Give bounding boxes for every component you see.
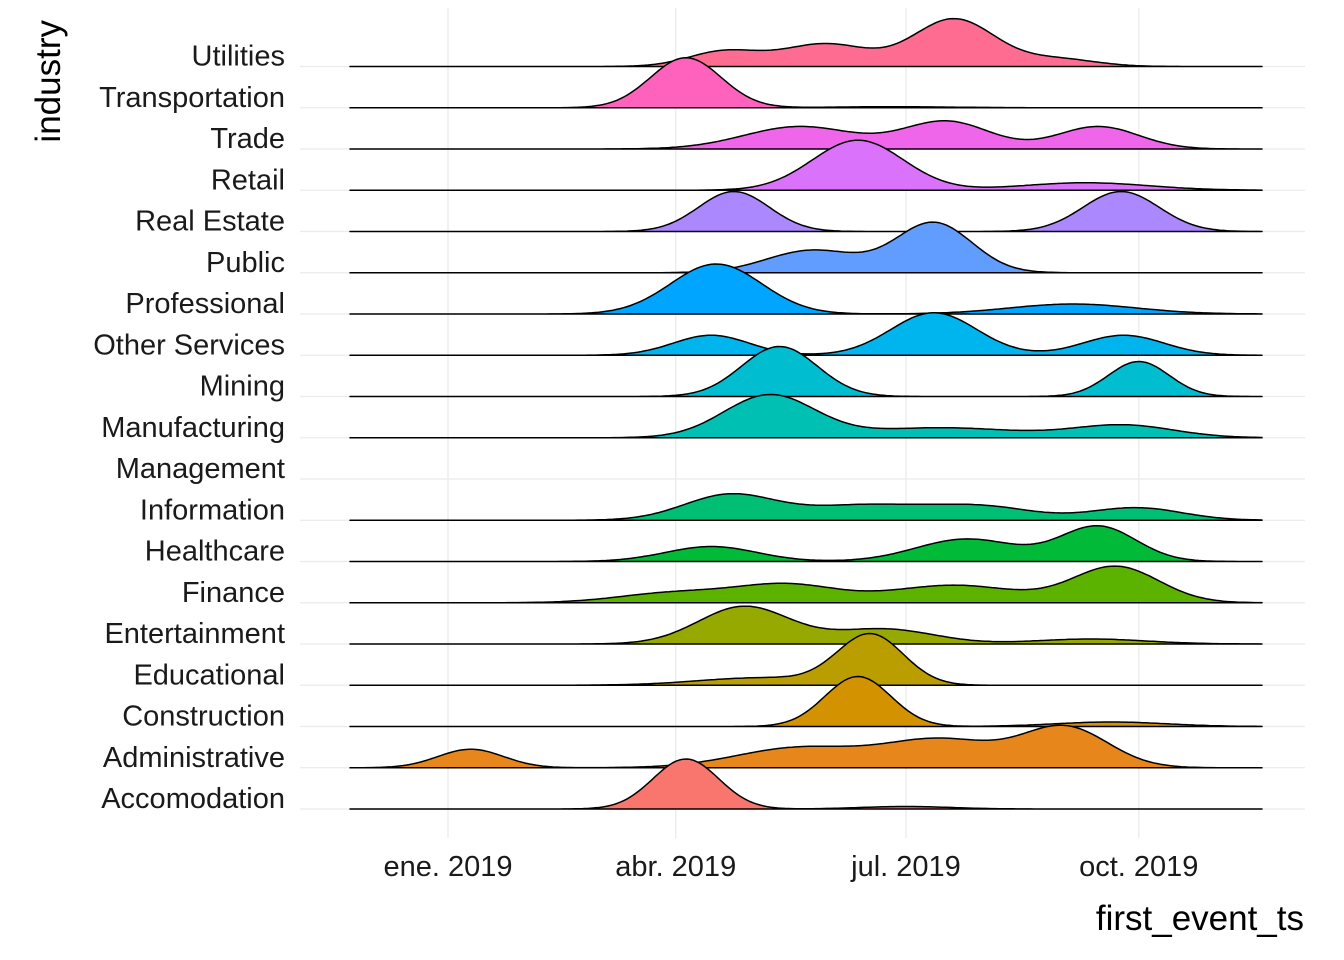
ridge-professional — [349, 263, 1263, 315]
ridge-public — [349, 221, 1263, 274]
category-label: Utilities — [192, 41, 285, 73]
ridge-area — [349, 57, 1263, 109]
ridge-mining — [349, 345, 1263, 398]
category-label: Administrative — [103, 742, 285, 774]
ridge-utilities — [349, 17, 1263, 68]
category-label: Healthcare — [145, 536, 285, 568]
category-label: Trade — [210, 123, 285, 155]
ridge-area — [349, 605, 1263, 645]
x-tick-label: ene. 2019 — [383, 851, 512, 883]
category-label: Professional — [125, 288, 285, 320]
ridge-information — [349, 492, 1263, 521]
ridge-construction — [349, 675, 1263, 728]
ridge-area — [349, 758, 1263, 810]
ridge-manufacturing — [349, 393, 1263, 439]
category-label: Finance — [182, 577, 285, 609]
category-label: Management — [116, 453, 285, 485]
ridge-area — [349, 675, 1263, 728]
category-label: Educational — [133, 659, 285, 691]
x-axis-title: first_event_ts — [1096, 899, 1304, 938]
ridge-area — [349, 393, 1263, 439]
category-label: Accomodation — [101, 783, 285, 815]
x-tick-label: oct. 2019 — [1079, 851, 1198, 883]
ridge-retail — [349, 139, 1263, 192]
ridge-healthcare — [349, 524, 1263, 563]
ridge-educational — [349, 632, 1263, 686]
ridge-area — [349, 345, 1263, 398]
y-axis-title: industry — [29, 20, 68, 143]
ridge-area — [349, 139, 1263, 192]
category-labels: Accomodation Administrative Construction Ed… — [93, 41, 285, 816]
x-tick-label: abr. 2019 — [615, 851, 736, 883]
ridge-other-services — [349, 312, 1263, 357]
category-label: Mining — [200, 371, 285, 403]
ridge-area — [349, 17, 1263, 68]
ridge-area — [349, 263, 1263, 315]
ridge-area — [349, 565, 1263, 604]
ridge-real-estate — [349, 190, 1263, 233]
category-label: Retail — [211, 164, 285, 196]
x-tick-labels: ene. 2019 abr. 2019 jul. 2019 oct. 2019 — [383, 851, 1198, 883]
ridge-area — [349, 221, 1263, 274]
category-label: Other Services — [93, 329, 285, 361]
category-label: Entertainment — [104, 618, 285, 650]
x-tick-label: jul. 2019 — [850, 851, 961, 883]
ridge-area — [349, 632, 1263, 686]
ridge-area — [349, 190, 1263, 233]
ridge-transportation — [349, 57, 1263, 109]
ridge-trade — [349, 120, 1263, 150]
ridges — [349, 17, 1263, 810]
category-label: Transportation — [99, 82, 285, 114]
category-label: Construction — [122, 701, 285, 733]
ridge-area — [349, 492, 1263, 521]
ridge-area — [349, 312, 1263, 357]
ridge-area — [349, 524, 1263, 563]
category-label: Public — [206, 247, 285, 279]
ridge-entertainment — [349, 605, 1263, 645]
category-label: Information — [140, 494, 285, 526]
category-label: Manufacturing — [101, 412, 285, 444]
ridge-administrative — [349, 724, 1263, 769]
ridge-finance — [349, 565, 1263, 604]
category-label: Real Estate — [135, 206, 285, 238]
ridge-area — [349, 724, 1263, 769]
ridge-area — [349, 120, 1263, 150]
ridge-accomodation — [349, 758, 1263, 810]
